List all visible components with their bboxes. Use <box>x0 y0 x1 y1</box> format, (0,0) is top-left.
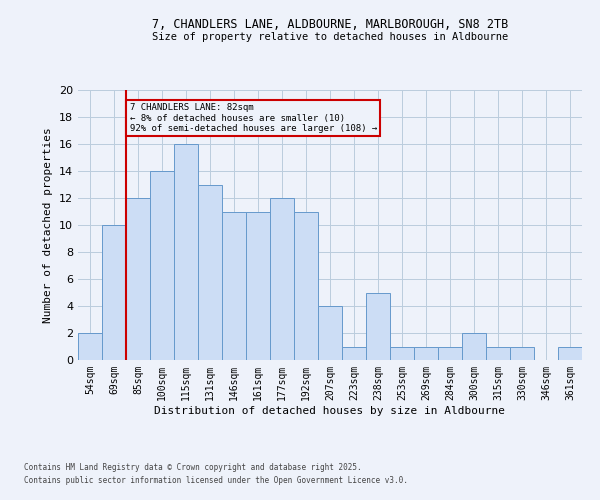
Bar <box>462 333 486 360</box>
Text: Contains HM Land Registry data © Crown copyright and database right 2025.: Contains HM Land Registry data © Crown c… <box>24 464 362 472</box>
Bar <box>126 198 150 360</box>
Bar <box>270 198 294 360</box>
Bar <box>558 346 582 360</box>
Bar <box>222 212 246 360</box>
Text: Contains public sector information licensed under the Open Government Licence v3: Contains public sector information licen… <box>24 476 408 485</box>
Bar <box>294 212 318 360</box>
Bar <box>366 292 390 360</box>
Bar <box>246 212 270 360</box>
Text: Size of property relative to detached houses in Aldbourne: Size of property relative to detached ho… <box>152 32 508 42</box>
Bar <box>198 184 222 360</box>
Bar <box>486 346 510 360</box>
X-axis label: Distribution of detached houses by size in Aldbourne: Distribution of detached houses by size … <box>155 406 505 415</box>
Bar <box>150 171 174 360</box>
Bar <box>102 225 126 360</box>
Bar <box>318 306 342 360</box>
Bar <box>438 346 462 360</box>
Bar <box>510 346 534 360</box>
Bar <box>174 144 198 360</box>
Bar <box>342 346 366 360</box>
Text: 7 CHANDLERS LANE: 82sqm
← 8% of detached houses are smaller (10)
92% of semi-det: 7 CHANDLERS LANE: 82sqm ← 8% of detached… <box>130 104 377 134</box>
Bar <box>414 346 438 360</box>
Bar <box>78 333 102 360</box>
Y-axis label: Number of detached properties: Number of detached properties <box>43 127 53 323</box>
Text: 7, CHANDLERS LANE, ALDBOURNE, MARLBOROUGH, SN8 2TB: 7, CHANDLERS LANE, ALDBOURNE, MARLBOROUG… <box>152 18 508 30</box>
Bar <box>390 346 414 360</box>
